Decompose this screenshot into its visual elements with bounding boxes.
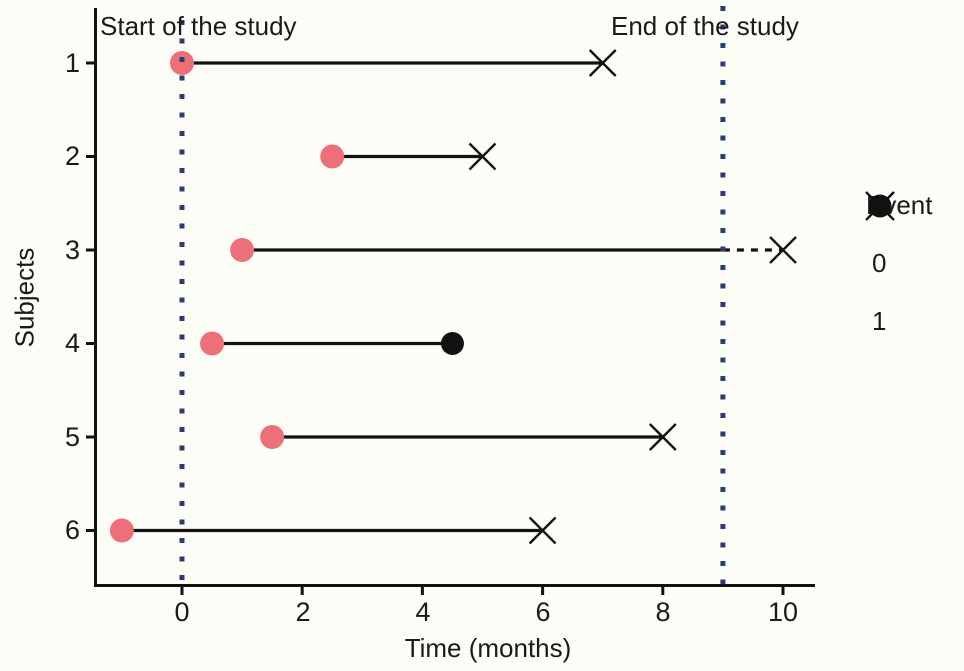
entry-dot-marker	[200, 331, 225, 356]
y-tick-label: 1	[64, 48, 80, 78]
cross-icon	[865, 191, 895, 221]
y-tick-label: 5	[64, 422, 80, 452]
study-start-annotation: Start of the study	[100, 11, 297, 41]
legend-item-event: 1	[862, 191, 962, 337]
legend-item-label: 1	[872, 305, 887, 336]
entry-dot-marker	[170, 51, 194, 75]
legend: Event 0 1	[862, 190, 962, 337]
event-cross-marker	[769, 236, 797, 264]
legend-item-label: 0	[872, 247, 887, 278]
x-tick-label: 2	[295, 597, 311, 627]
event-cross-marker	[648, 423, 677, 451]
entry-dot-marker	[320, 144, 345, 169]
x-tick-label: 0	[174, 597, 190, 627]
event-cross-marker	[528, 516, 557, 545]
y-tick-label: 3	[64, 235, 80, 265]
y-tick-label: 2	[64, 141, 80, 171]
y-tick-label: 4	[64, 328, 80, 358]
x-tick-label: 10	[767, 597, 799, 627]
study-end-annotation: End of the study	[611, 11, 799, 41]
entry-dot-marker	[260, 425, 285, 449]
event-cross-marker	[468, 142, 497, 171]
entry-dot-marker	[109, 518, 134, 543]
event-cross-marker	[588, 49, 617, 77]
x-tick-label: 4	[415, 597, 431, 627]
censored-dot-marker	[440, 332, 464, 355]
y-axis-title: Subjects	[9, 247, 40, 348]
y-tick-label: 6	[64, 515, 80, 545]
entry-dot-marker	[230, 238, 255, 262]
x-axis-title: Time (months)	[404, 633, 572, 663]
x-tick-label: 8	[655, 597, 671, 627]
x-tick-label: 6	[535, 597, 551, 627]
legend-item-censored: 0	[862, 194, 962, 279]
